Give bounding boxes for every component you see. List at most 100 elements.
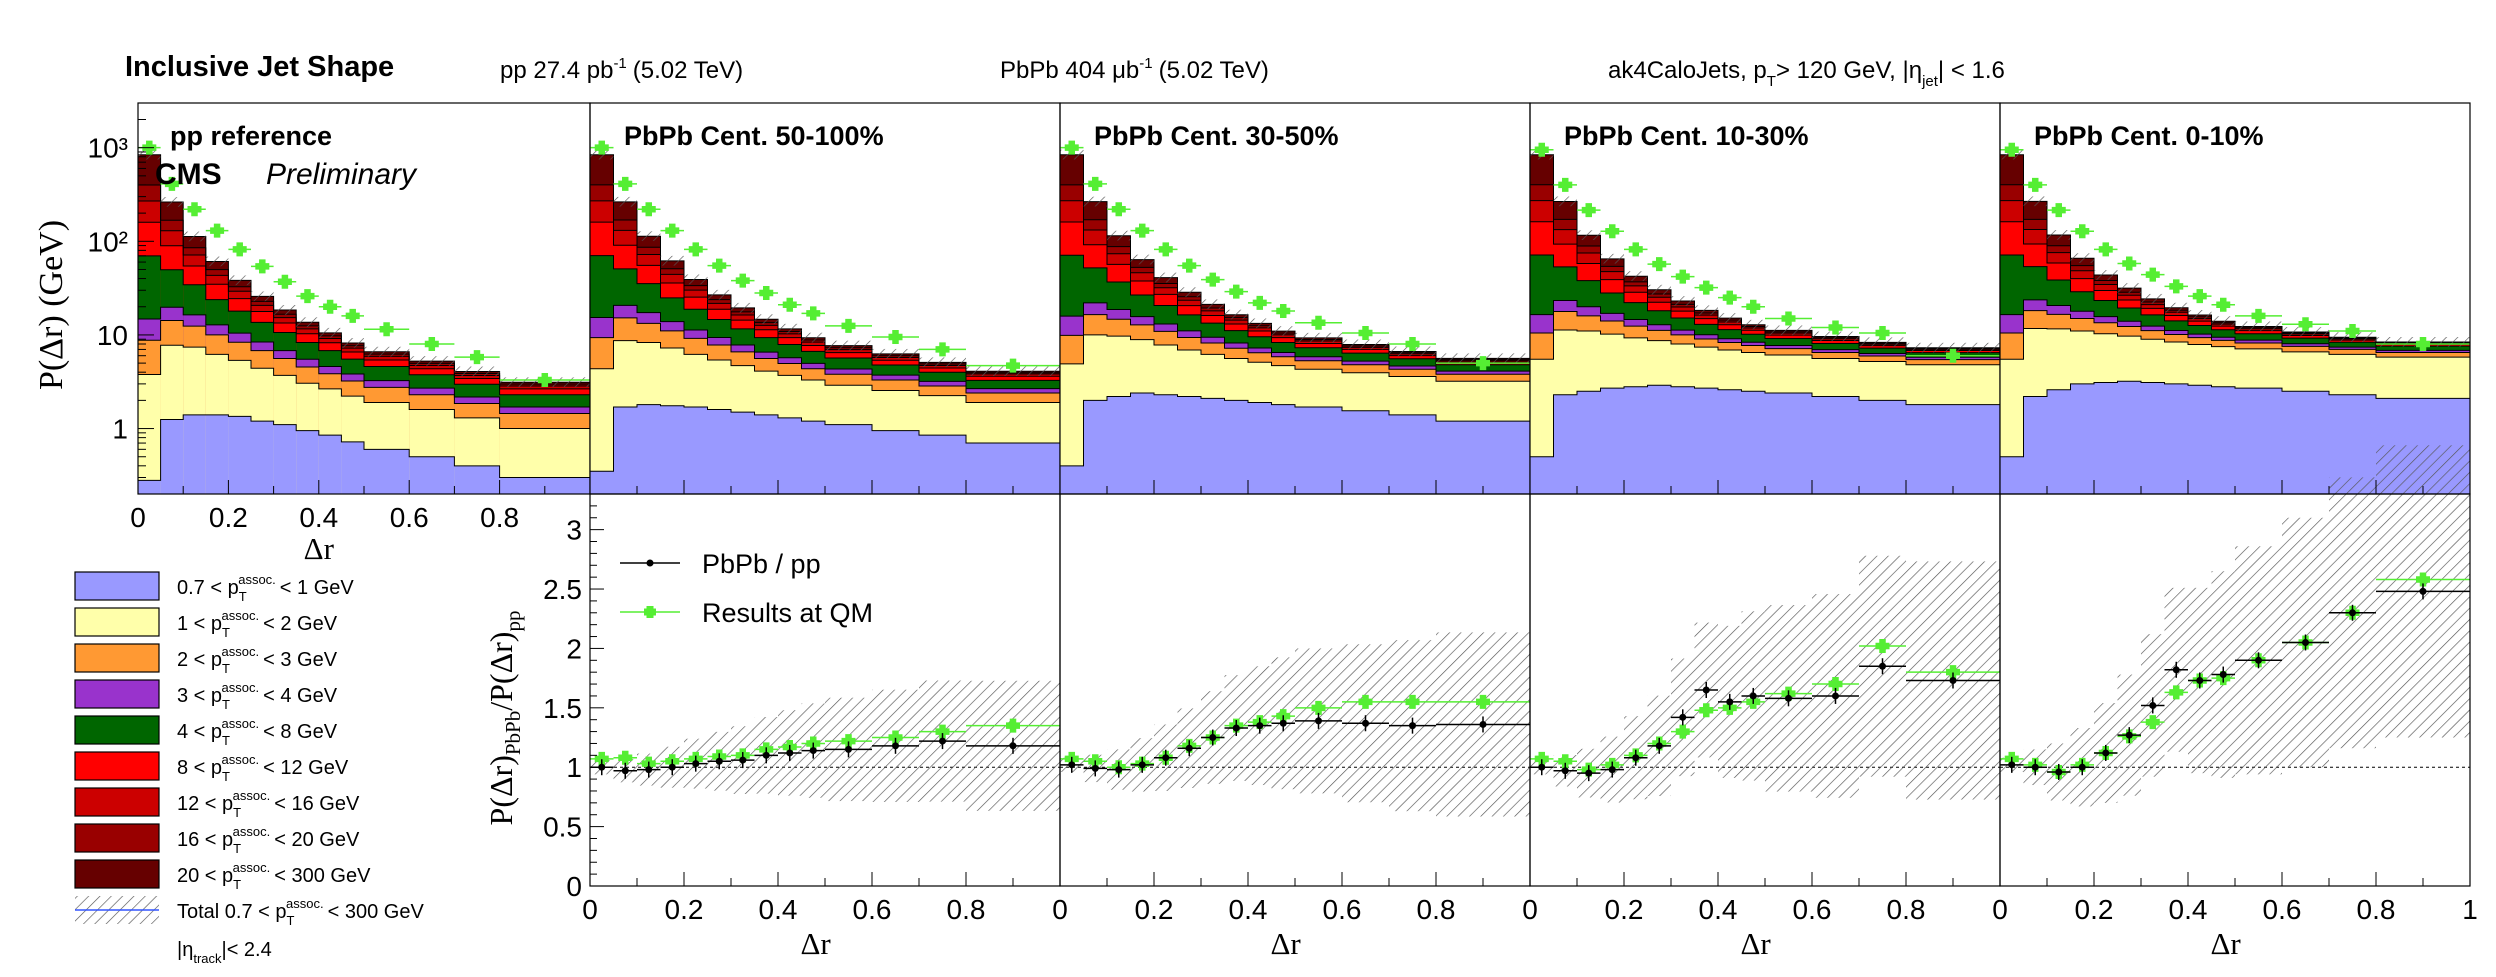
stack-bar-0-4 xyxy=(228,416,251,494)
total-band-10 xyxy=(825,340,872,351)
stack-bar-1-0 xyxy=(590,368,614,494)
qm-point-11 xyxy=(2298,317,2313,332)
total-band-8 xyxy=(778,323,802,334)
pbpb-energy: (5.02 TeV) xyxy=(1159,57,1269,84)
qm-point-5 xyxy=(712,258,727,273)
ratio-xtick-label-0: 0 xyxy=(1052,894,1068,925)
legend-track-part-0: |η xyxy=(177,939,193,961)
ratio-pbpb-point-9 xyxy=(1279,719,1287,727)
stack-bar-0-7 xyxy=(1224,400,1248,494)
ratio-qm-point-12 xyxy=(1405,694,1420,709)
total-band-12 xyxy=(919,357,966,368)
qm-point-12 xyxy=(935,342,950,357)
stack-bar-0-5 xyxy=(2117,381,2141,494)
stack-outline-3 xyxy=(1530,300,2000,358)
ratio-xtick-label-4: 0.8 xyxy=(2357,894,2396,925)
stack-bar-1-0 xyxy=(1060,363,1084,494)
stack-bar-0-10 xyxy=(825,424,872,494)
total-band-2 xyxy=(1577,230,1601,241)
total-band-10 xyxy=(1765,325,1812,336)
qm-point-9 xyxy=(345,308,360,323)
stack-outline-4 xyxy=(2000,254,2470,347)
stack-bar-0-10 xyxy=(1765,392,1812,494)
qm-point-3 xyxy=(2075,224,2090,239)
stack-bar-0-9 xyxy=(1741,391,1765,494)
total-band-12 xyxy=(1389,346,1436,357)
jet-sel-mid: > 120 GeV, |η xyxy=(1776,57,1922,84)
legend-track-part-2: |< 2.4 xyxy=(222,939,272,961)
legend-track-part-1: track xyxy=(193,951,222,966)
total-band-4 xyxy=(228,275,251,286)
panel-c30: 0 0.2 0.4 0.6 0.8 Δr PbPb Cent. 30-50% xyxy=(1052,102,1531,961)
qm-point-7 xyxy=(300,289,315,304)
total-band-4 xyxy=(2094,270,2118,280)
qm-point-11 xyxy=(1358,325,1373,340)
ratio-pbpb-point-5 xyxy=(2125,731,2133,739)
stack-legend-part-0: 8 < p xyxy=(177,757,222,779)
total-band-1 xyxy=(613,196,637,207)
jet-sel-prefix: ak4CaloJets, p xyxy=(1608,57,1767,84)
stack-outline-1 xyxy=(2000,328,2470,360)
stack-bar-0-7 xyxy=(1694,388,1718,494)
ratio-xtick-label-0: 0 xyxy=(582,894,598,925)
total-band-3 xyxy=(660,255,684,266)
ratio-pbpb-point-5 xyxy=(715,757,723,765)
stack-bar-0-7 xyxy=(754,414,778,494)
ratio-pbpb-point-8 xyxy=(786,749,794,757)
stack-outline-1 xyxy=(138,344,590,430)
ratio-ylabel-sub2: pp xyxy=(501,611,525,632)
ratio-ylabel-main: P(Δr) xyxy=(483,755,519,825)
ratio-pbpb-point-1 xyxy=(1561,767,1569,775)
upper-stack-c0 xyxy=(2000,149,2470,494)
stack-bar-0-4 xyxy=(684,406,708,494)
stack-legend-part-2: assoc. xyxy=(233,824,271,839)
ratio-xtick-label-2: 0.4 xyxy=(2169,894,2208,925)
pp-luminosity: pp 27.4 pb-1 (5.02 TeV) xyxy=(500,55,743,84)
qm-point-6 xyxy=(2145,267,2160,282)
ratio-pbpb-point-12 xyxy=(2349,609,2356,617)
stack-bar-0-11 xyxy=(2282,391,2329,494)
qm-point-6 xyxy=(735,273,750,288)
ratio-pbpb-point-10 xyxy=(1785,694,1792,702)
upper-ytick-label-3: 10³ xyxy=(88,133,128,164)
qm-point-12 xyxy=(1405,337,1420,352)
qm-point-11 xyxy=(424,337,439,352)
ratio-pbpb-point-5 xyxy=(1655,742,1663,750)
stack-bar-0-9 xyxy=(801,421,825,494)
stack-legend-part-3: < 4 GeV xyxy=(263,685,338,707)
stack-legend-label-4: 4 < pTassoc. < 8 GeV xyxy=(177,716,338,748)
stack-bar-0-3 xyxy=(1600,388,1624,494)
stack-legend-part-1: T xyxy=(222,733,230,748)
qm-point-1 xyxy=(1088,176,1103,191)
pp-lumi-text: pp 27.4 pb xyxy=(500,57,613,84)
qm-point-5 xyxy=(1182,258,1197,273)
total-band-3 xyxy=(1130,254,1154,265)
qm-point-11 xyxy=(1828,320,1843,335)
stack-bar-0-3 xyxy=(660,405,684,494)
ratio-legend-qm-marker xyxy=(644,606,656,618)
stack-bar-0-4 xyxy=(1624,386,1648,494)
ratio-xtick-label-0: 0 xyxy=(1522,894,1538,925)
qm-point-13 xyxy=(2416,337,2430,352)
qm-point-2 xyxy=(2051,203,2066,218)
stack-legend-label-0: 0.7 < pTassoc. < 1 GeV xyxy=(177,572,354,604)
ratio-legend-pbpb-marker xyxy=(646,559,654,567)
stack-outline-0 xyxy=(1530,384,2000,458)
total-band-9 xyxy=(1741,319,1765,330)
ratio-ytick-label-6: 3 xyxy=(566,515,582,546)
qm-point-11 xyxy=(888,330,903,345)
stack-bar-0-13 xyxy=(1436,421,1530,494)
ratio-xtick-label-5: 1 xyxy=(2462,894,2478,925)
stack-bar-0-9 xyxy=(2211,386,2235,494)
stack-legend-label-2: 2 < pTassoc. < 3 GeV xyxy=(177,644,338,676)
stack-legend-part-2: assoc. xyxy=(238,572,276,587)
total-band-13 xyxy=(1906,342,2000,353)
ratio-pbpb-point-7 xyxy=(2172,666,2180,674)
pbpb-lumi-text: PbPb 404 μb xyxy=(1000,57,1139,84)
total-band-1 xyxy=(1083,196,1107,207)
ratio-pbpb-point-7 xyxy=(1232,724,1240,732)
stack-legend-part-3: < 16 GeV xyxy=(274,793,360,815)
ratio-xtick-label-1: 0.2 xyxy=(665,894,704,925)
qm-point-8 xyxy=(323,299,338,314)
